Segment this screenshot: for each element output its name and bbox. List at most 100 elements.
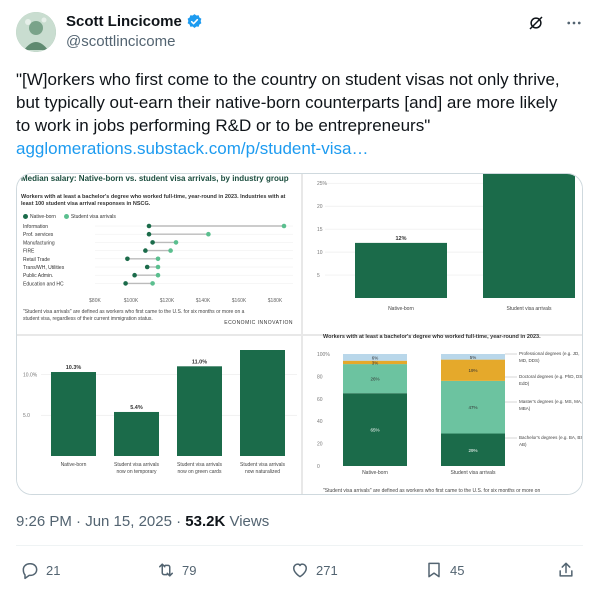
x-tick-label: Native-born	[388, 306, 414, 312]
y-tick-label: 10.0%	[23, 372, 38, 378]
y-tick-label: 5	[317, 273, 320, 279]
legend-label: Bachelor's degrees (e.g. BA, BS,	[519, 435, 583, 440]
chart-subtitle: Workers with at least a bachelor's degre…	[323, 334, 541, 340]
chart-note: "Student visa arrivals" are defined as w…	[23, 309, 245, 322]
verified-badge-icon	[187, 14, 202, 28]
bar	[355, 242, 447, 298]
reply-button[interactable]: 21	[20, 560, 60, 580]
category-label: Prof. services	[23, 232, 54, 238]
data-label: 19%	[468, 368, 477, 373]
media-image-entrepreneur-chart[interactable]: 5.0 10.0% 10.3% Native-born 5.4% Student visa…	[17, 336, 301, 494]
data-label: 10.3%	[66, 365, 82, 371]
x-tick-label: now naturalized	[245, 469, 280, 475]
x-tick-label: $160K	[232, 298, 247, 304]
repost-button[interactable]: 79	[156, 560, 196, 580]
like-button[interactable]: 271	[290, 560, 338, 580]
student-visa-dot	[173, 240, 179, 245]
category-label: Retail Trade	[23, 257, 50, 263]
author-handle[interactable]: @scottlincicome	[66, 33, 176, 50]
data-label: 3%	[372, 360, 379, 365]
bar-segment	[343, 354, 407, 361]
student-visa-dot	[206, 231, 211, 237]
y-tick-label: 0	[317, 464, 320, 470]
bar-segment	[343, 360, 407, 365]
chart-legend: Native-born Student visa arrivals	[23, 214, 116, 220]
native-born-dot	[123, 281, 128, 286]
native-born-dot	[144, 264, 150, 270]
author-name-row[interactable]: Scott Lincicome	[66, 13, 203, 30]
legend-label: MD, DDS)	[519, 358, 540, 363]
x-tick-label: $180K	[268, 298, 283, 304]
legend-item-native: Native-born	[23, 214, 56, 220]
bookmark-count: 45	[450, 562, 465, 578]
category-label: Information	[23, 224, 48, 230]
media-divider	[17, 334, 582, 336]
x-tick-label: now on green cards	[178, 469, 222, 475]
tweet-body: "[W]orkers who first come to the country…	[16, 68, 576, 160]
y-tick-label: 20	[317, 442, 323, 448]
y-tick-label: 40	[317, 419, 323, 425]
avatar[interactable]	[16, 12, 56, 52]
y-tick-label: 100%	[317, 352, 330, 358]
data-label: 5.4%	[130, 405, 143, 411]
heart-icon	[293, 563, 307, 578]
category-label: FIRE	[23, 249, 35, 255]
student-visa-dot	[155, 272, 161, 278]
view-count: 53.2K	[185, 513, 226, 530]
student-visa-dot	[281, 223, 287, 229]
category-label: Trans/WH, Utilities	[23, 265, 65, 271]
timestamp[interactable]: 9:26 PM · Jun 15, 2025 ·	[16, 513, 186, 530]
bar-segment	[441, 359, 505, 381]
category-label: Manufacturing	[23, 240, 55, 246]
bookmark-icon	[428, 562, 440, 578]
share-icon	[559, 562, 573, 577]
dot-plot: Information Prof. services Manufacturing FI…	[23, 223, 293, 304]
stacked-bar-chart: 0 20 40 60 80 100% 65% 26% 3%6% Native-born 29% 47%…	[317, 351, 583, 476]
student-visa-dot	[155, 256, 161, 262]
bar-segment	[441, 354, 505, 360]
legend-label: Professional degrees (e.g. JD,	[519, 351, 580, 356]
repost-count: 79	[182, 562, 197, 578]
author-name[interactable]: Scott Lincicome	[66, 13, 182, 30]
y-tick-label: 80	[317, 374, 323, 380]
like-count: 271	[316, 562, 338, 578]
tweet-text: "[W]orkers who first come to the country…	[16, 70, 560, 135]
data-label: 47%	[468, 405, 477, 410]
data-label: 6%	[372, 355, 379, 360]
legend-label: AB)	[519, 442, 527, 447]
more-icon[interactable]	[565, 14, 583, 32]
native-born-dot	[132, 272, 137, 278]
legend-label: MBA)	[519, 406, 531, 411]
tweet-link[interactable]: agglomerations.substack.com/p/student-vi…	[16, 139, 369, 158]
bar-chart: 5.0 10.0% 10.3% Native-born 5.4% Student visa…	[23, 350, 297, 475]
action-bar: 21 79 271 45	[16, 560, 583, 584]
data-label: 26%	[370, 377, 379, 382]
tweet-media[interactable]: Median salary: Native-born vs. student v…	[16, 173, 583, 495]
x-tick-label: Native-born	[61, 462, 87, 468]
data-label: 29%	[468, 448, 477, 453]
x-tick-label: Native-born	[362, 470, 388, 476]
bar	[177, 366, 222, 456]
reply-icon	[22, 563, 38, 580]
bar	[114, 411, 159, 456]
data-label: 11.0%	[192, 359, 207, 365]
media-image-degree-chart[interactable]: Workers with at least a bachelor's degre…	[303, 334, 583, 494]
y-tick-label: 5.0	[23, 413, 30, 419]
tweet-meta: 9:26 PM · Jun 15, 2025 · 53.2K Views	[16, 513, 269, 530]
bar	[483, 174, 575, 298]
media-image-salary-chart[interactable]: Median salary: Native-born vs. student v…	[17, 174, 301, 334]
x-tick-label: Student visa arrivals	[450, 470, 496, 476]
x-tick-label: Student visa arrivals	[177, 462, 223, 468]
bar	[51, 372, 96, 456]
data-label: 5%	[470, 355, 477, 360]
grok-icon[interactable]	[527, 14, 545, 32]
avatar-image	[16, 12, 56, 52]
x-tick-label: $100K	[124, 298, 139, 304]
share-button[interactable]	[556, 560, 576, 580]
data-label: 12%	[395, 236, 406, 242]
x-tick-label: $140K	[196, 298, 211, 304]
bookmark-button[interactable]: 45	[424, 560, 464, 580]
data-label: 65%	[370, 428, 379, 433]
